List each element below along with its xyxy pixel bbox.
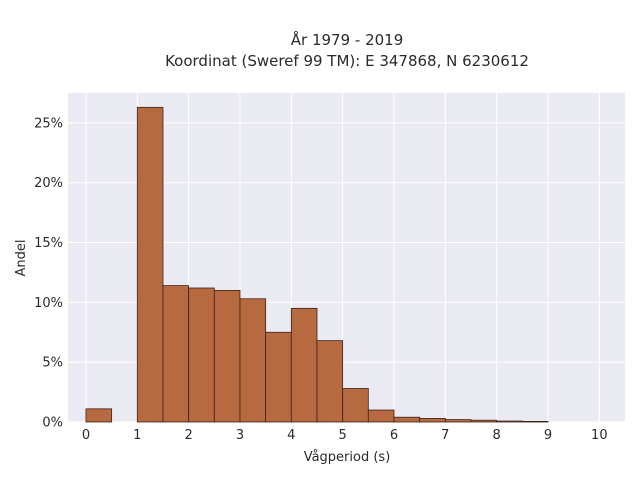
histogram-bars [85, 106, 549, 423]
y-axis-label: Andel [14, 240, 29, 277]
y-tick-label: 15% [34, 236, 63, 251]
x-tick-label: 10 [591, 428, 608, 443]
x-tick-label: 1 [133, 428, 141, 443]
histogram-bar [393, 416, 421, 423]
x-tick-label: 9 [544, 428, 552, 443]
histogram-bar [342, 388, 369, 423]
x-tick-labels: 0 1 2 3 4 5 6 7 8 9 10 [82, 428, 608, 443]
histogram-bar [136, 106, 164, 423]
x-tick-label: 5 [339, 428, 347, 443]
x-tick-label: 8 [493, 428, 501, 443]
histogram-bar [188, 287, 215, 423]
y-tick-label: 25% [34, 116, 63, 131]
y-tick-label: 0% [42, 416, 63, 431]
y-tick-label: 5% [42, 356, 63, 371]
histogram-bar [213, 289, 241, 423]
y-tick-label: 20% [34, 176, 63, 191]
histogram-bar [496, 420, 523, 423]
histogram-bar [316, 340, 344, 423]
y-tick-labels: 0% 5% 10% 15% 20% 25% [34, 116, 63, 430]
histogram-bar [265, 331, 292, 423]
histogram-bar [162, 285, 190, 423]
chart-subtitle: Koordinat (Sweref 99 TM): E 347868, N 62… [165, 52, 529, 70]
x-tick-label: 0 [82, 428, 90, 443]
x-tick-label: 3 [236, 428, 244, 443]
x-tick-label: 6 [390, 428, 398, 443]
x-tick-label: 7 [441, 428, 449, 443]
histogram-bar [444, 419, 472, 423]
histogram-bar [239, 298, 267, 423]
histogram-bar [470, 419, 498, 423]
x-tick-label: 4 [287, 428, 295, 443]
histogram-bar [419, 418, 446, 423]
histogram-bar [521, 421, 549, 423]
x-axis-label: Vågperiod (s) [304, 450, 391, 465]
histogram-bar [367, 409, 395, 423]
histogram-bar [85, 408, 113, 423]
histogram-bar [290, 307, 318, 423]
chart-title: År 1979 - 2019 [291, 30, 404, 49]
x-tick-label: 2 [184, 428, 192, 443]
y-tick-label: 10% [34, 296, 63, 311]
